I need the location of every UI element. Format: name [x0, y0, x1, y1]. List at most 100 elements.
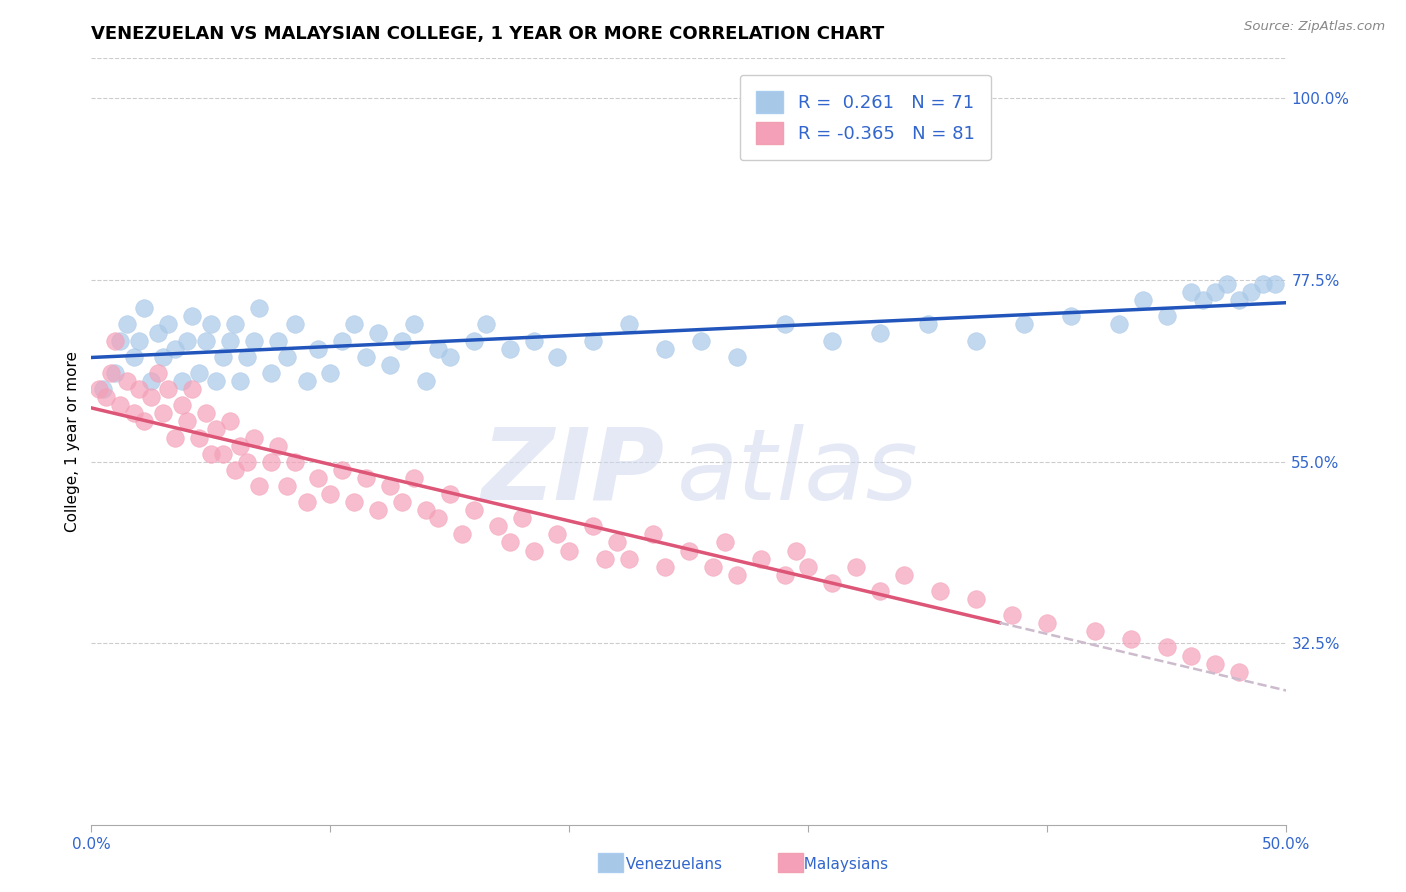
Point [689, 334, 711, 348]
Point [219, 334, 242, 348]
Point [510, 511, 533, 525]
Point [148, 326, 170, 340]
Point [821, 575, 844, 590]
Point [180, 310, 202, 324]
Point [224, 463, 246, 477]
Point [124, 350, 146, 364]
Point [678, 543, 700, 558]
Point [284, 455, 307, 469]
Text: Source: ZipAtlas.com: Source: ZipAtlas.com [1244, 20, 1385, 33]
Point [243, 430, 266, 444]
Point [1204, 285, 1226, 300]
Point [654, 559, 676, 574]
Point [463, 334, 485, 348]
Legend: R =  0.261   N = 71, R = -0.365   N = 81: R = 0.261 N = 71, R = -0.365 N = 81 [740, 75, 991, 161]
Point [224, 318, 246, 332]
Text: Venezuelans: Venezuelans [616, 857, 721, 872]
Point [132, 301, 155, 316]
Point [204, 422, 226, 436]
Point [180, 382, 202, 396]
Point [267, 334, 290, 348]
Point [391, 334, 413, 348]
Point [108, 398, 131, 412]
Point [200, 318, 222, 332]
Point [725, 567, 748, 582]
Point [156, 382, 179, 396]
Point [247, 479, 270, 493]
Point [404, 471, 426, 485]
Point [247, 301, 270, 316]
Point [176, 414, 198, 428]
Point [439, 350, 461, 364]
Point [211, 350, 233, 364]
Point [104, 366, 127, 380]
Point [523, 543, 546, 558]
Point [367, 503, 389, 517]
Point [654, 342, 676, 356]
Point [284, 318, 307, 332]
Text: VENEZUELAN VS MALAYSIAN COLLEGE, 1 YEAR OR MORE CORRELATION CHART: VENEZUELAN VS MALAYSIAN COLLEGE, 1 YEAR … [91, 25, 884, 43]
Point [1036, 616, 1059, 631]
Point [893, 567, 915, 582]
Point [714, 535, 737, 549]
Point [486, 519, 509, 533]
Point [404, 318, 426, 332]
Point [243, 334, 266, 348]
Point [785, 543, 807, 558]
Point [276, 350, 298, 364]
Point [558, 543, 581, 558]
Point [439, 487, 461, 501]
Point [1156, 640, 1178, 655]
Point [415, 503, 437, 517]
Point [1060, 310, 1083, 324]
Point [307, 471, 329, 485]
Point [547, 527, 569, 541]
Point [1119, 632, 1142, 647]
Point [148, 366, 170, 380]
Point [132, 414, 155, 428]
Point [343, 495, 366, 509]
Point [582, 519, 605, 533]
Point [187, 430, 211, 444]
Point [115, 374, 138, 388]
Point [176, 334, 198, 348]
Point [295, 495, 318, 509]
Point [582, 334, 605, 348]
Point [547, 350, 569, 364]
Point [797, 559, 820, 574]
Point [619, 318, 641, 332]
Point [332, 334, 354, 348]
Point [869, 326, 891, 340]
Point [219, 414, 242, 428]
Point [367, 326, 389, 340]
Point [391, 495, 413, 509]
Point [100, 366, 122, 380]
Point [498, 342, 520, 356]
Point [1227, 665, 1250, 679]
Point [1264, 277, 1286, 291]
Point [749, 551, 772, 566]
Point [378, 358, 402, 372]
Point [343, 318, 366, 332]
Point [172, 398, 194, 412]
Point [152, 350, 174, 364]
Point [1180, 648, 1202, 663]
Point [128, 382, 150, 396]
Point [195, 406, 218, 420]
Point [641, 527, 664, 541]
Point [295, 374, 318, 388]
Point [917, 318, 939, 332]
Point [319, 487, 342, 501]
Point [821, 334, 844, 348]
Point [1215, 277, 1237, 291]
Point [1180, 285, 1202, 300]
Point [378, 479, 402, 493]
Point [354, 471, 377, 485]
Point [1012, 318, 1035, 332]
Point [211, 447, 233, 461]
Point [128, 334, 150, 348]
Point [187, 366, 211, 380]
Point [702, 559, 724, 574]
Point [235, 350, 259, 364]
Point [235, 455, 259, 469]
